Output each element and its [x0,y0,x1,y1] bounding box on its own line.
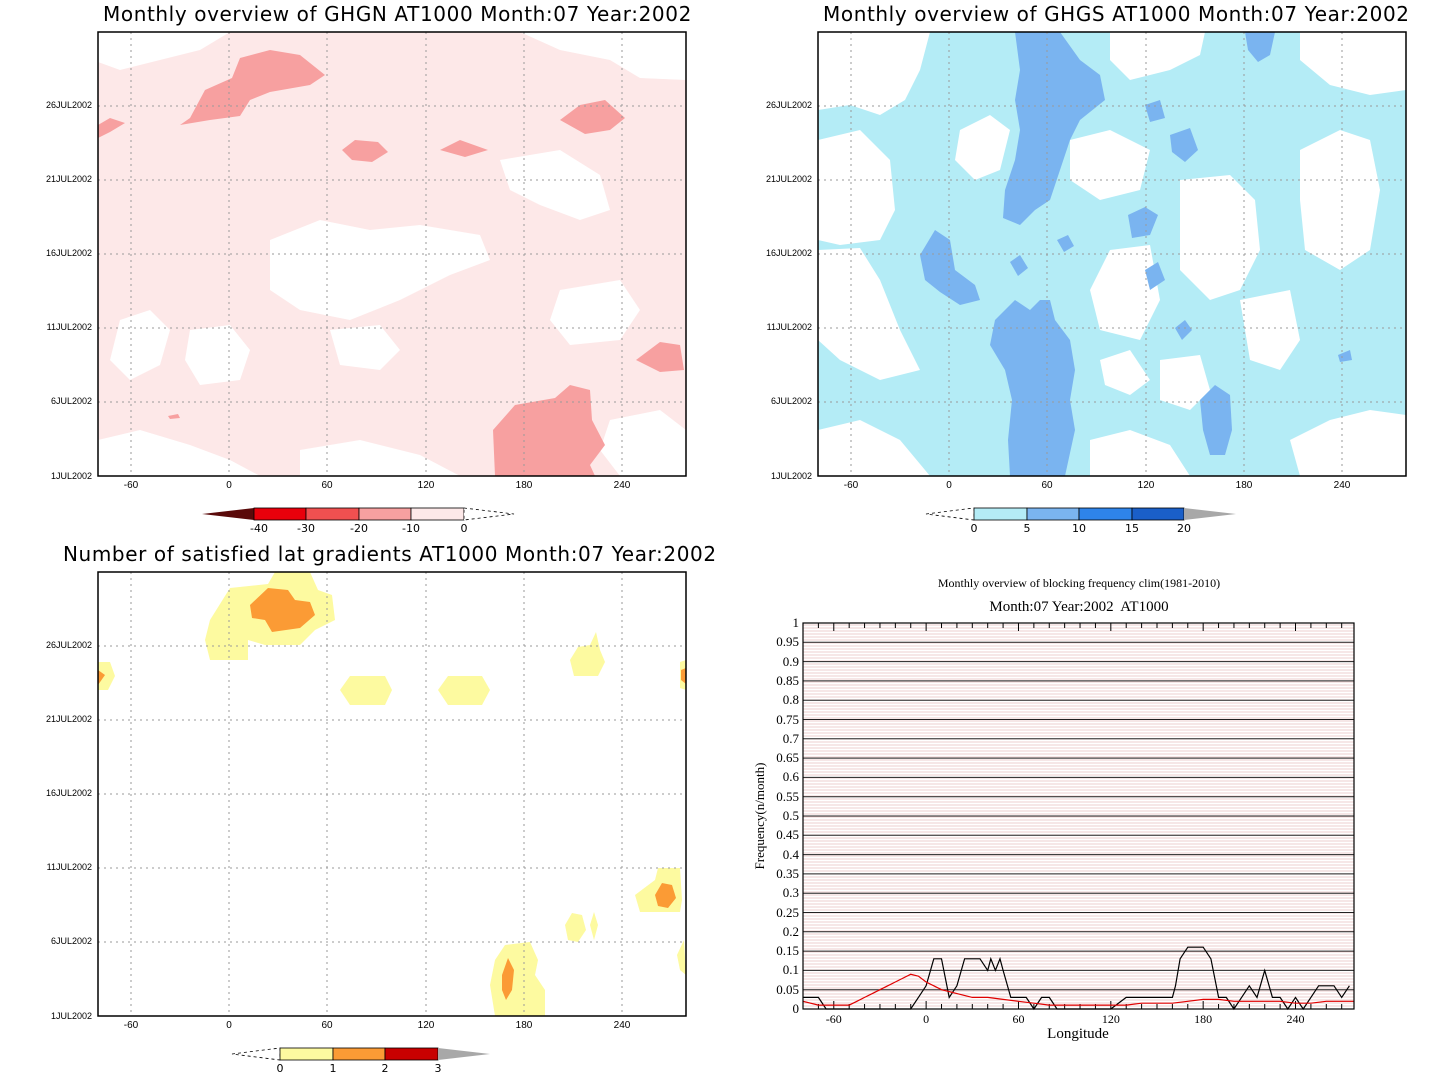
freq-ytick: 0.1 [782,962,799,978]
ghgs-xtick: 240 [1333,480,1351,491]
ghgn-xtick: 0 [226,480,232,491]
grad-colorbar-label: 1 [329,1062,337,1075]
freq-series-line-red [802,973,1354,1006]
ghgn-ytick: 1JUL2002 [50,471,92,481]
grad-xtick: 60 [321,1020,333,1031]
ghgs-xtick: -60 [843,480,859,491]
freq-ytick: 0.05 [776,981,799,997]
ghgs-ytick: 16JUL2002 [765,248,812,258]
ghgn-colorbar-label: -30 [297,522,315,535]
ghgn-ytick: 11JUL2002 [46,322,92,332]
freq-ytick: 0.3 [782,885,799,901]
freq-ytick: 0.15 [776,943,799,959]
grad-ytick: 21JUL2002 [45,714,92,724]
ghgs-colorbar-label: 20 [1177,522,1191,535]
freq-xtick: 60 [1012,1012,1025,1026]
freq-series-line-black [803,946,1350,1011]
freq-xtick: 180 [1194,1012,1213,1026]
ghgs-colorbar-label: 5 [1023,522,1031,535]
ghgs-ytick: 21JUL2002 [765,174,812,184]
ghgs-colorbar-label: 0 [970,522,978,535]
freq-ytick: 0.6 [782,769,799,785]
freq-ytick: 0.75 [776,711,799,727]
grad-xtick: 240 [613,1020,631,1031]
ghgn-xtick: 240 [613,480,631,491]
freq-xlabel: Longitude [1047,1026,1109,1042]
freq-ytick: 0.4 [782,846,799,862]
ghgs-ytick: 6JUL2002 [770,396,812,406]
freq-ytick: 0.8 [782,692,799,708]
ghgs-xtick: 180 [1235,480,1253,491]
ghgn-xtick: 180 [515,480,533,491]
ghgn-ytick: 21JUL2002 [45,174,92,184]
grad-xtick: 180 [515,1020,533,1031]
freq-ytick: 0.5 [782,808,799,823]
freq-ytick: 0.65 [776,750,799,766]
freq-ytick: 0.55 [776,788,799,804]
ghgs-title: Monthly overview of GHGS AT1000 Month:07… [823,2,1410,26]
ghgn-colorbar-label: -20 [350,522,368,535]
freq-ytick: 0.35 [776,865,799,881]
ghgs-colorbar-label: 10 [1072,522,1086,535]
ghgn-xtick: -60 [123,480,139,491]
freq-xtick: 120 [1101,1012,1120,1026]
ghgs-xtick: 0 [946,480,952,491]
ghgn-xtick: 60 [321,480,333,491]
freq-title: Monthly overview of blocking frequency c… [937,576,1221,590]
ghgn-ytick: 16JUL2002 [45,248,92,258]
ghgn-colorbar-label: 0 [460,522,468,535]
freq-ytick: 0.7 [782,730,799,746]
ghgs-colorbar-label: 15 [1125,522,1139,535]
grad-xtick: -60 [123,1020,139,1031]
freq-ytick: 1 [792,615,800,630]
ghgs-ytick: 1JUL2002 [770,471,812,481]
ghgn-ytick: 26JUL2002 [45,100,92,110]
grad-ytick: 26JUL2002 [45,640,92,650]
ghgn-colorbar-label: -40 [250,522,268,535]
ghgs-ytick: 26JUL2002 [765,100,812,110]
freq-ytick: 0.9 [782,653,799,669]
grad-colorbar-label: 2 [381,1062,389,1075]
grad-xtick: 0 [226,1020,232,1031]
freq-ytick: 0.2 [782,923,799,939]
ghgs-xtick: 120 [1137,480,1155,491]
grad-xtick: 120 [417,1020,435,1031]
grad-ytick: 1JUL2002 [50,1011,92,1021]
freq-ytick: 0 [792,1001,800,1016]
ghgs-xtick: 60 [1041,480,1053,491]
grad-ytick: 6JUL2002 [50,936,92,946]
freq-xtick: 0 [923,1012,930,1026]
ghgs-ytick: 11JUL2002 [766,322,812,332]
freq-ytick: 0.45 [776,827,799,843]
freq-xtick: 240 [1286,1012,1305,1026]
freq-ytick: 0.85 [776,672,799,688]
ghgn-colorbar-label: -10 [402,522,420,535]
grad-ytick: 16JUL2002 [45,788,92,798]
grad-title: Number of satisfied lat gradients AT1000… [63,542,717,566]
freq-ytick: 0.25 [776,904,799,920]
ghgn-title: Monthly overview of GHGN AT1000 Month:07… [103,2,692,26]
grad-colorbar-label: 3 [434,1062,442,1075]
ghgn-ytick: 6JUL2002 [50,396,92,406]
freq-ytick: 0.95 [776,634,799,650]
freq-subtitle: Month:07 Year:2002 AT1000 [989,599,1169,615]
grad-ytick: 11JUL2002 [46,862,92,872]
freq-xtick: -60 [825,1012,842,1026]
ghgn-xtick: 120 [417,480,435,491]
grad-colorbar-label: 0 [276,1062,284,1075]
